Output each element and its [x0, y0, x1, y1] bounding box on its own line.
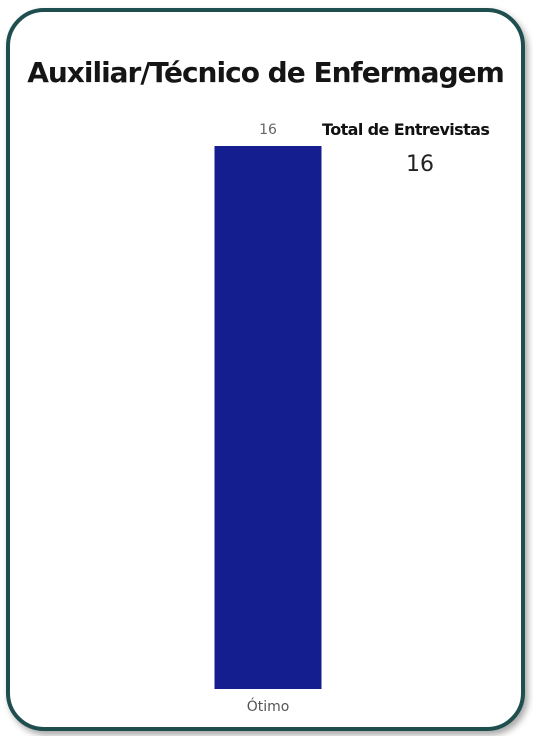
kpi-label: Total de Entrevistas: [322, 120, 490, 139]
data-label-Ótimo: 16: [259, 122, 277, 138]
bar-Ótimo[interactable]: [214, 146, 322, 689]
kpi-value: 16: [406, 152, 434, 177]
chart-title: Auxiliar/Técnico de Enfermagem: [27, 56, 505, 89]
visual-card: Auxiliar/Técnico de Enfermagem Total de …: [6, 8, 525, 731]
bar-chart: 16 Ótimo: [214, 122, 322, 715]
category-label-Ótimo: Ótimo: [247, 697, 290, 715]
